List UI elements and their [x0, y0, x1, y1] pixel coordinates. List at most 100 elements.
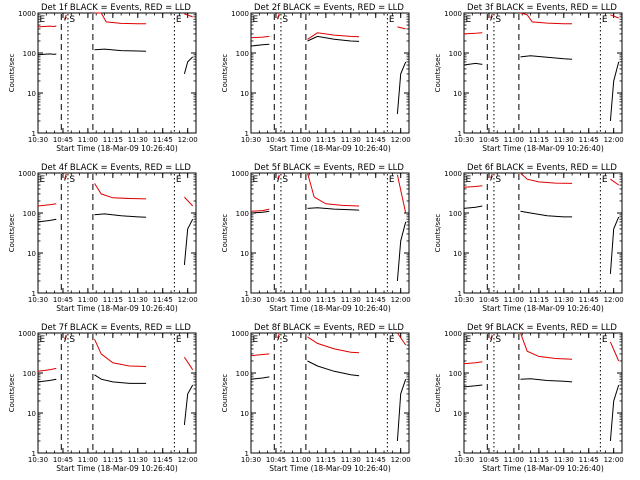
time-marker-label: E	[176, 15, 182, 25]
x-tick-label: 10:45	[53, 136, 73, 144]
y-tick-label: 100	[23, 370, 36, 378]
lld-series-line	[610, 178, 619, 186]
y-tick-label: 10	[27, 90, 36, 98]
lld-series-line	[396, 332, 407, 346]
x-tick-label: 11:15	[529, 456, 549, 464]
x-tick-label: 12:00	[604, 296, 624, 304]
x-tick-label: 11:30	[554, 136, 574, 144]
x-tick-label: 10:45	[53, 456, 73, 464]
x-axis-label: Start Time (18-Mar-09 10:26:40)	[269, 464, 391, 473]
chart-title: Det 1f BLACK = Events, RED = LLD	[41, 3, 191, 13]
lld-series-line	[64, 173, 67, 180]
x-tick-label: 12:00	[178, 136, 198, 144]
events-series-line	[609, 61, 620, 122]
time-marker-label: E	[253, 15, 259, 25]
lld-series-line	[94, 338, 147, 367]
x-tick-label: 11:30	[128, 136, 148, 144]
time-marker-label: E	[389, 175, 395, 185]
y-tick-label: 1000	[231, 170, 249, 178]
y-tick-label: 10	[453, 410, 462, 418]
y-tick-label: 1	[458, 130, 462, 138]
time-marker-label: E	[466, 335, 472, 345]
chart-title: Det 4f BLACK = Events, RED = LLD	[41, 163, 191, 173]
events-series-line	[250, 43, 270, 47]
x-tick-label: 10:30	[454, 136, 474, 144]
y-tick-label: 1000	[18, 170, 36, 178]
x-tick-label: 10:30	[241, 136, 261, 144]
events-series-line	[94, 213, 147, 218]
x-tick-label: 12:00	[391, 296, 411, 304]
y-tick-label: 10	[240, 90, 249, 98]
events-series-line	[463, 62, 483, 66]
y-axis-label: Counts/sec	[221, 54, 229, 93]
y-tick-label: 100	[23, 210, 36, 218]
detector-chart: Det 3f BLACK = Events, RED = LLD 1 10 100 10…	[434, 3, 624, 153]
lld-series-line	[490, 173, 493, 179]
events-series-line	[463, 384, 483, 388]
lld-series-line	[250, 353, 270, 357]
lld-series-line	[307, 336, 360, 354]
events-series-line	[490, 175, 493, 181]
x-tick-label: 11:30	[128, 456, 148, 464]
chart-title: Det 9f BLACK = Events, RED = LLD	[467, 323, 617, 333]
time-marker-label: E	[389, 15, 395, 25]
x-tick-label: 11:00	[504, 456, 524, 464]
time-marker-label: E	[466, 15, 472, 25]
time-marker-label: E	[253, 335, 259, 345]
x-tick-label: 11:15	[529, 296, 549, 304]
x-tick-label: 11:45	[153, 456, 173, 464]
lld-series-line	[250, 35, 270, 39]
events-series-line	[609, 216, 620, 274]
lld-series-line	[397, 26, 406, 30]
lld-series-line	[277, 333, 280, 339]
time-marker-label: E	[466, 175, 472, 185]
x-tick-label: 10:30	[241, 296, 261, 304]
events-series-line	[250, 376, 270, 380]
lld-series-line	[94, 12, 147, 25]
y-tick-label: 1000	[444, 330, 462, 338]
x-axis-label: Start Time (18-Mar-09 10:26:40)	[482, 144, 604, 153]
chart-title: Det 8f BLACK = Events, RED = LLD	[254, 323, 404, 333]
events-series-line	[396, 221, 407, 282]
plot-frame	[37, 12, 197, 134]
lld-series-line	[37, 203, 57, 207]
detector-chart: Det 6f BLACK = Events, RED = LLD 1 10 100 10…	[434, 163, 624, 313]
time-marker-label: S	[69, 175, 75, 185]
events-series-line	[307, 35, 360, 42]
y-axis-label: Counts/sec	[8, 374, 16, 413]
time-marker-label: E	[602, 175, 608, 185]
x-tick-label: 11:30	[554, 296, 574, 304]
lld-series-line	[307, 32, 360, 40]
x-tick-label: 11:00	[78, 456, 98, 464]
lld-series-line	[463, 185, 483, 188]
events-series-line	[64, 16, 67, 21]
lld-series-line	[37, 367, 57, 372]
time-marker-label: S	[282, 335, 288, 345]
x-tick-label: 10:30	[28, 136, 48, 144]
x-tick-label: 11:00	[291, 456, 311, 464]
lld-series-line	[64, 14, 67, 20]
time-marker-label: E	[253, 175, 259, 185]
events-series-line	[490, 15, 493, 21]
x-axis-label: Start Time (18-Mar-09 10:26:40)	[269, 144, 391, 153]
detector-chart: Det 5f BLACK = Events, RED = LLD 1 10 100 10…	[221, 163, 411, 313]
y-tick-label: 1	[458, 290, 462, 298]
lld-series-line	[277, 174, 280, 180]
events-series-line	[609, 384, 620, 442]
lld-series-line	[490, 334, 493, 340]
events-series-line	[307, 207, 360, 211]
x-tick-label: 11:30	[341, 456, 361, 464]
events-series-line	[94, 48, 147, 52]
detector-chart: Det 8f BLACK = Events, RED = LLD 1 10 100 10…	[221, 323, 411, 473]
events-series-line	[94, 374, 147, 384]
detector-chart: Det 9f BLACK = Events, RED = LLD 1 10 100 10…	[434, 323, 624, 473]
x-tick-label: 11:15	[316, 456, 336, 464]
time-marker-label: S	[282, 15, 288, 25]
x-tick-label: 10:45	[479, 136, 499, 144]
plot-frame	[463, 332, 623, 454]
time-marker-label: S	[495, 15, 501, 25]
y-tick-label: 1	[245, 130, 249, 138]
x-tick-label: 12:00	[604, 456, 624, 464]
y-tick-label: 1	[245, 450, 249, 458]
